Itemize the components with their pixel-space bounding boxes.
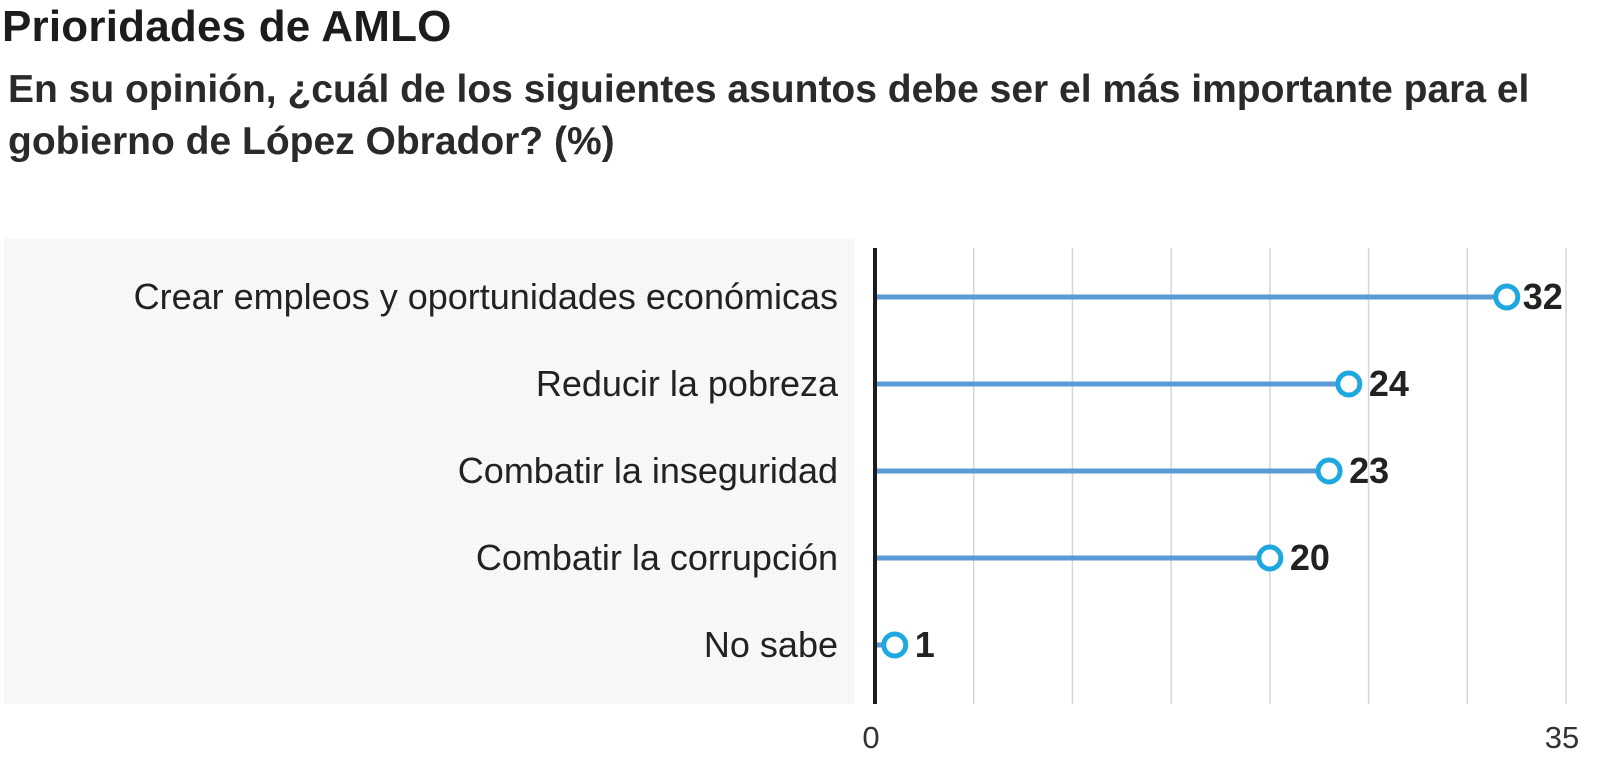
category-label: Combatir la inseguridad [458,450,838,491]
x-tick-label: 35 [1545,720,1579,755]
lollipop-markers [881,283,1521,659]
value-label: 32 [1523,276,1563,317]
chart-subtitle: En su opinión, ¿cuál de los siguientes a… [8,68,1530,163]
lollipop-marker [1315,457,1343,485]
value-label: 1 [915,624,935,665]
category-labels: Crear empleos y oportunidades económicas… [134,276,839,665]
lollipop-marker [881,631,909,659]
lollipop-marker [1335,370,1363,398]
lollipop-marker [1493,283,1521,311]
lollipop-stems [875,294,1507,648]
value-label: 24 [1369,363,1409,404]
value-label: 20 [1290,537,1330,578]
category-label: Combatir la corrupción [476,537,838,578]
x-axis-ticks: 0 35 [862,720,1579,755]
gridlines [972,248,1567,704]
value-label: 23 [1349,450,1389,491]
category-label: Reducir la pobreza [536,363,839,404]
x-tick-label: 0 [862,720,879,755]
lollipop-marker [1256,544,1284,572]
category-label: Crear empleos y oportunidades económicas [134,276,838,317]
category-label: No sabe [704,624,838,665]
label-panel [4,238,854,704]
chart-title: Prioridades de AMLO [2,2,452,51]
value-labels: 32 24 23 20 1 [915,276,1563,665]
